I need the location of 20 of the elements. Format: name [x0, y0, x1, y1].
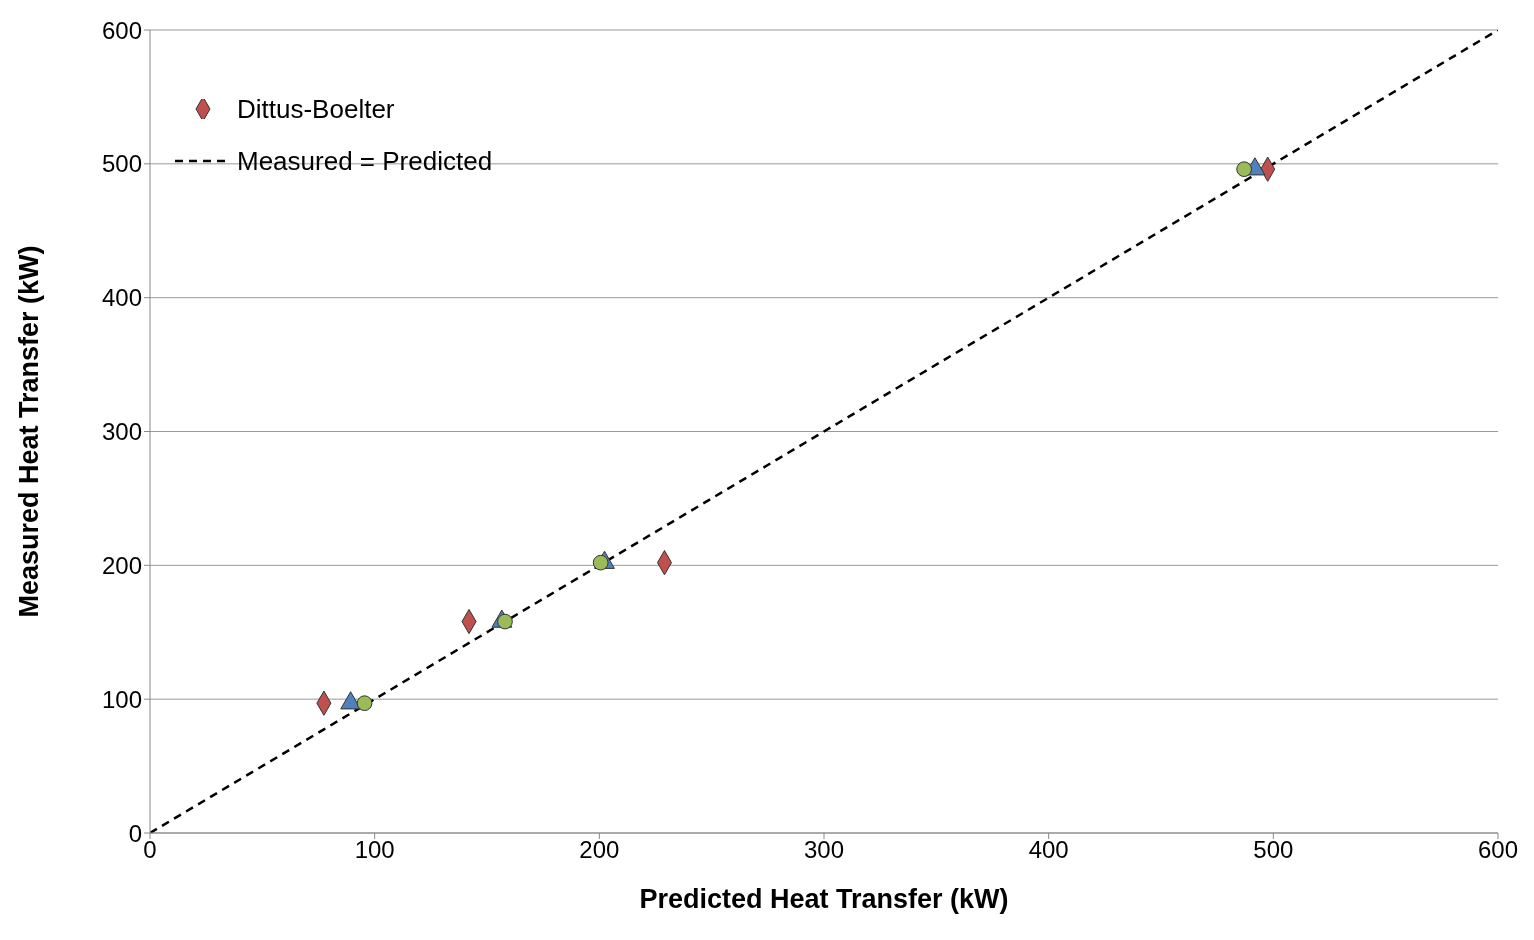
point: [1236, 161, 1252, 178]
x-tick-label: 600: [1477, 836, 1519, 864]
x-tick-label: 200: [579, 836, 620, 864]
x-tick-label: 100: [354, 836, 395, 864]
y-tick-label: 100: [101, 685, 142, 713]
y-tick-label: 400: [101, 284, 142, 312]
y-tick-label: 500: [101, 150, 142, 178]
x-tick-label: 500: [1253, 836, 1294, 864]
x-axis-title: Predicted Heat Transfer (kW): [639, 884, 1009, 914]
x-tick-label: 300: [803, 836, 845, 864]
x-tick-label: 400: [1028, 836, 1069, 864]
point: [356, 695, 373, 712]
y-axis-title: Measured Heat Transfer (kW): [13, 245, 44, 618]
y-tick-label: 200: [101, 551, 142, 579]
legend-label: Dittus-Boelter: [237, 93, 395, 126]
y-tick-label: 0: [128, 819, 142, 847]
legend-label: Measured = Predicted: [237, 145, 493, 178]
y-tick-label: 300: [101, 418, 142, 446]
y-tick-label: 600: [101, 16, 142, 44]
point: [592, 554, 609, 571]
